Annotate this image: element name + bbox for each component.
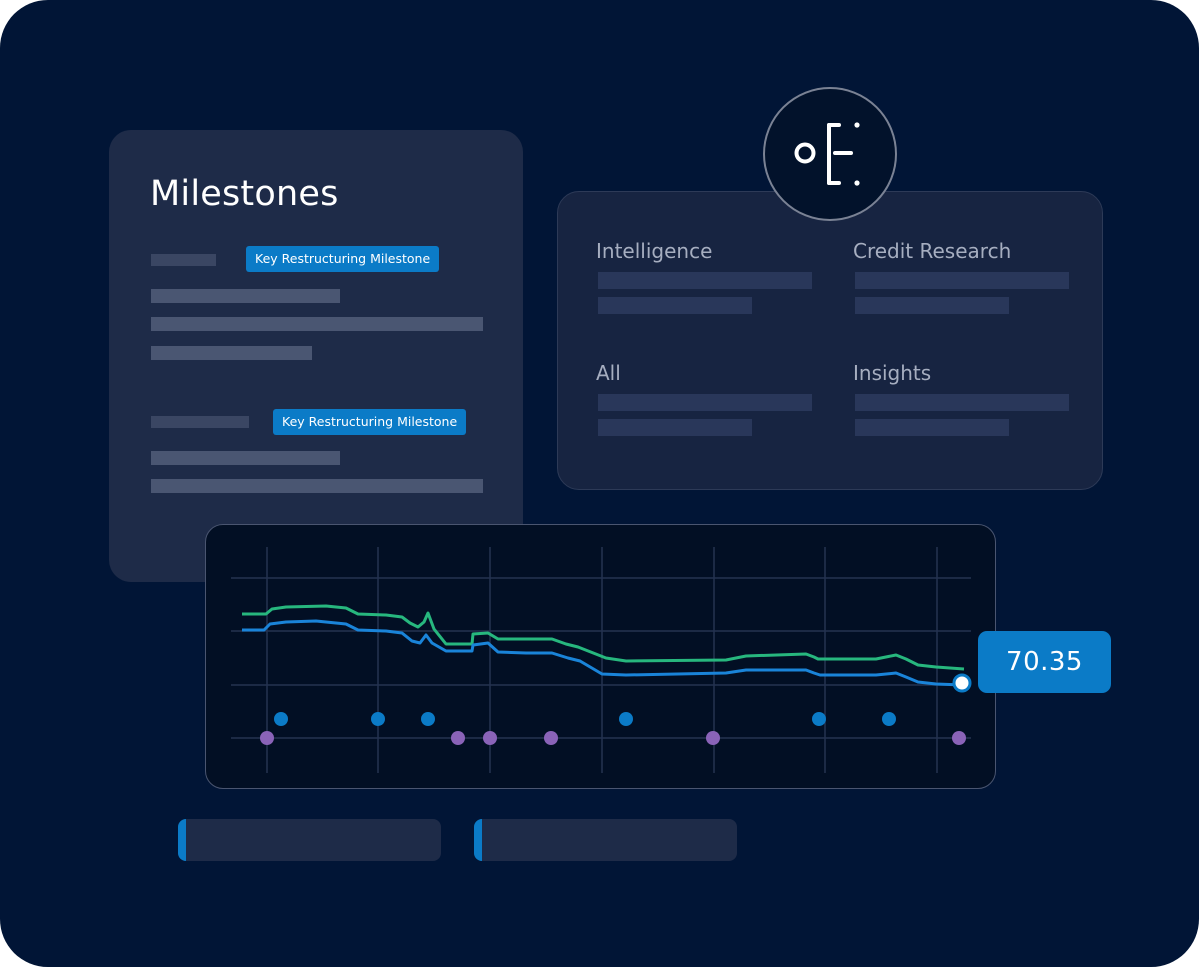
event-marker-blue [882,712,896,726]
current-value-callout: 70.35 [978,631,1111,693]
milestone-text-placeholder [151,317,483,331]
research-text-placeholder [598,394,812,411]
milestone-text-placeholder [151,451,340,465]
event-marker-purple [952,731,966,745]
event-marker-blue [812,712,826,726]
research-text-placeholder [855,297,1009,314]
research-card: Intelligence Credit Research All Insight… [557,191,1103,490]
category-all[interactable]: All [596,361,621,385]
event-marker-purple [451,731,465,745]
price-chart [231,547,971,773]
bottom-placeholder-bar[interactable] [178,819,441,861]
milestone-badge[interactable]: Key Restructuring Milestone [273,409,467,435]
green-series-line [242,604,965,671]
logo-badge [763,87,897,221]
research-text-placeholder [598,272,812,289]
milestones-title: Milestones [150,174,339,214]
current-point-marker [952,673,972,693]
bar-accent [474,819,482,861]
milestone-date-placeholder [151,416,249,428]
milestone-date-placeholder [151,254,216,266]
research-text-placeholder [855,272,1069,289]
event-marker-blue [421,712,435,726]
document-tree-icon [794,122,860,186]
event-marker-blue [371,712,385,726]
milestone-text-placeholder [151,346,312,360]
event-marker-purple [483,731,497,745]
chart-panel [205,524,996,789]
category-credit-research[interactable]: Credit Research [853,239,1012,263]
event-marker-blue [274,712,288,726]
milestone-badge[interactable]: Key Restructuring Milestone [246,246,440,272]
milestones-card: Milestones Key Restructuring Milestone K… [109,130,523,582]
milestone-text-placeholder [151,289,340,303]
event-marker-purple [544,731,558,745]
research-text-placeholder [598,419,752,436]
bar-accent [178,819,186,861]
category-intelligence[interactable]: Intelligence [596,239,713,263]
category-insights[interactable]: Insights [853,361,932,385]
event-marker-blue [619,712,633,726]
research-text-placeholder [855,394,1069,411]
event-marker-purple [260,731,274,745]
event-marker-purple [706,731,720,745]
bottom-placeholder-bar[interactable] [474,819,737,861]
milestone-text-placeholder [151,479,483,493]
blue-series-line [242,619,964,687]
research-text-placeholder [598,297,752,314]
research-text-placeholder [855,419,1009,436]
